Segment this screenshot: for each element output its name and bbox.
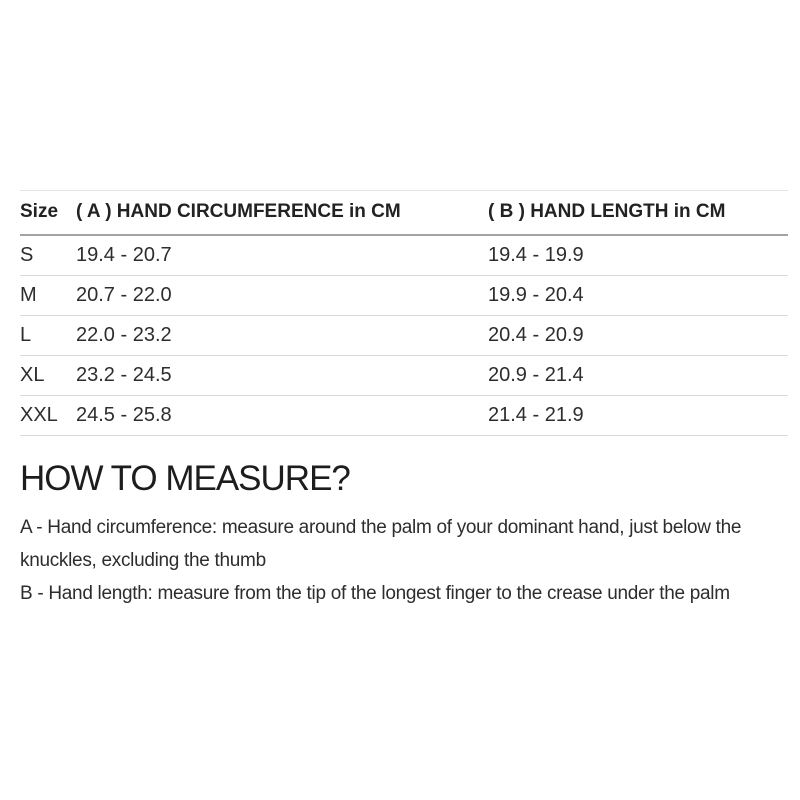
size-cell: XL bbox=[20, 355, 76, 396]
circumference-cell: 23.2 - 24.5 bbox=[76, 355, 488, 396]
table-row-l: L 22.0 - 23.2 20.4 - 20.9 bbox=[20, 315, 788, 356]
size-chart-head: Size ( A ) HAND CIRCUMFERENCE in CM ( B … bbox=[20, 190, 788, 236]
length-cell: 20.9 - 21.4 bbox=[488, 355, 788, 396]
table-row-xl: XL 23.2 - 24.5 20.9 - 21.4 bbox=[20, 355, 788, 396]
how-to-measure-heading: HOW TO MEASURE? bbox=[20, 459, 351, 498]
length-cell: 21.4 - 21.9 bbox=[488, 395, 788, 436]
size-cell: S bbox=[20, 235, 76, 276]
length-cell: 20.4 - 20.9 bbox=[488, 315, 788, 356]
size-chart-header-row: Size ( A ) HAND CIRCUMFERENCE in CM ( B … bbox=[20, 190, 788, 236]
column-header-hand-circumference: ( A ) HAND CIRCUMFERENCE in CM bbox=[76, 190, 488, 236]
size-chart-body: S 19.4 - 20.7 19.4 - 19.9 M 20.7 - 22.0 … bbox=[20, 235, 788, 436]
table-row-s: S 19.4 - 20.7 19.4 - 19.9 bbox=[20, 235, 788, 276]
size-cell: XXL bbox=[20, 395, 76, 436]
circumference-cell: 20.7 - 22.0 bbox=[76, 275, 488, 316]
instruction-hand-circumference: A - Hand circumference: measure around t… bbox=[20, 516, 742, 571]
length-cell: 19.4 - 19.9 bbox=[488, 235, 788, 276]
size-chart-table: Size ( A ) HAND CIRCUMFERENCE in CM ( B … bbox=[20, 190, 788, 436]
size-guide-page: Size ( A ) HAND CIRCUMFERENCE in CM ( B … bbox=[20, 190, 788, 604]
size-cell: L bbox=[20, 315, 76, 356]
table-row-m: M 20.7 - 22.0 19.9 - 20.4 bbox=[20, 275, 788, 316]
circumference-cell: 22.0 - 23.2 bbox=[76, 315, 488, 356]
column-header-size: Size bbox=[20, 190, 76, 236]
instruction-hand-length: B - Hand length: measure from the tip of… bbox=[20, 582, 730, 604]
circumference-cell: 24.5 - 25.8 bbox=[76, 395, 488, 436]
size-cell: M bbox=[20, 275, 76, 316]
table-row-xxl: XXL 24.5 - 25.8 21.4 - 21.9 bbox=[20, 395, 788, 436]
length-cell: 19.9 - 20.4 bbox=[488, 275, 788, 316]
column-header-hand-length: ( B ) HAND LENGTH in CM bbox=[488, 190, 788, 236]
circumference-cell: 19.4 - 20.7 bbox=[76, 235, 488, 276]
